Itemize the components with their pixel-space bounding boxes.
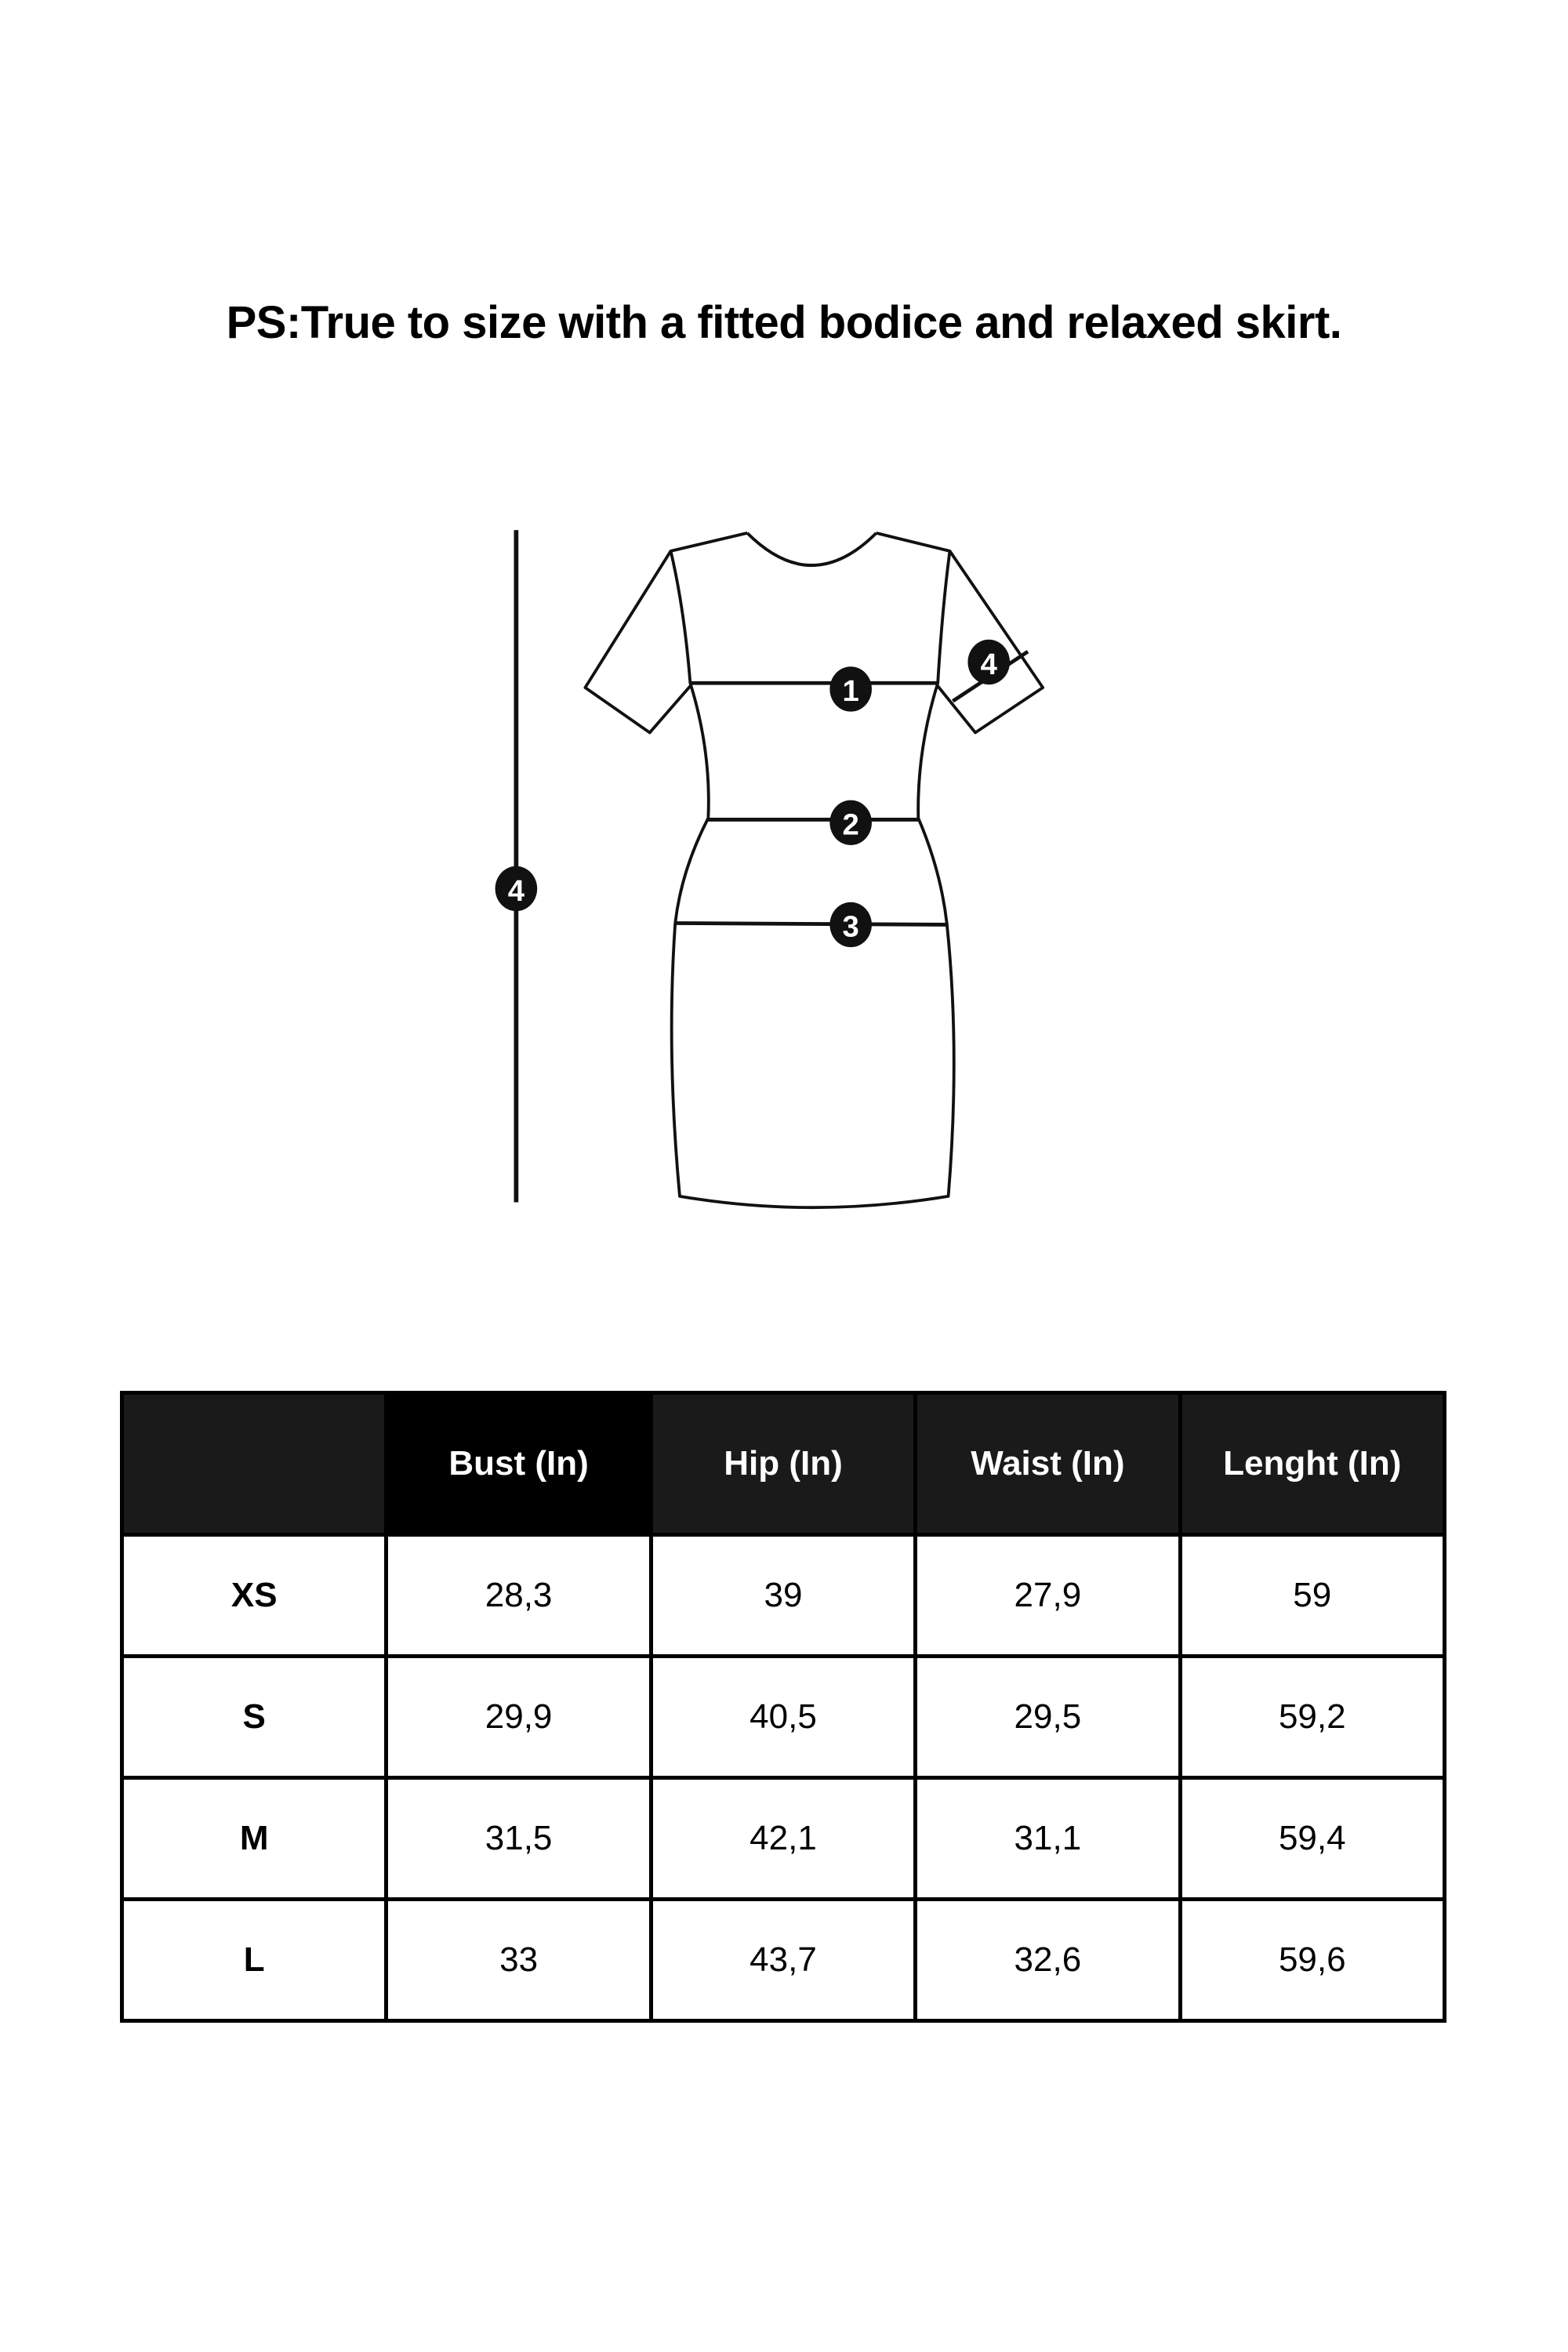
marker-bust: 1 — [829, 666, 872, 712]
svg-text:3: 3 — [843, 910, 859, 944]
size-cell: M — [119, 1776, 389, 1901]
table-row: L 33 43,7 32,6 59,6 — [119, 1897, 1447, 2023]
table-row: S 29,9 40,5 29,5 59,2 — [119, 1654, 1447, 1780]
dress-outline — [583, 532, 1045, 1210]
waist-cell: 31,1 — [913, 1776, 1182, 1901]
marker-length: 4 — [495, 866, 538, 912]
length-cell: 59,4 — [1178, 1776, 1447, 1901]
hip-cell: 42,1 — [648, 1776, 918, 1901]
marker-sleeve: 4 — [967, 639, 1011, 685]
bust-cell: 29,9 — [384, 1654, 653, 1780]
length-cell: 59,2 — [1178, 1654, 1447, 1780]
table-row: M 31,5 42,1 31,1 59,4 — [119, 1776, 1447, 1901]
waist-cell: 32,6 — [913, 1897, 1182, 2023]
table-row: XS 28,3 39 27,9 59 — [119, 1533, 1447, 1658]
bust-cell: 33 — [384, 1897, 653, 2023]
hip-line — [675, 921, 949, 927]
marker-hip: 3 — [829, 902, 872, 948]
size-chart-table: Bust (In) Hip (In) Waist (In) Lenght (In… — [119, 1391, 1447, 2023]
svg-text:1: 1 — [843, 674, 859, 708]
size-cell: L — [119, 1897, 389, 2023]
waist-cell: 27,9 — [913, 1533, 1182, 1658]
measurement-lines — [514, 530, 1029, 1203]
header-length: Lenght (In) — [1178, 1391, 1447, 1537]
header-waist: Waist (In) — [913, 1391, 1182, 1537]
length-cell: 59,6 — [1178, 1897, 1447, 2023]
header-hip: Hip (In) — [648, 1391, 918, 1537]
hip-cell: 40,5 — [648, 1654, 918, 1780]
size-cell: S — [119, 1654, 389, 1780]
marker-waist: 2 — [829, 800, 872, 845]
hip-cell: 43,7 — [648, 1897, 918, 2023]
svg-text:4: 4 — [508, 874, 525, 908]
fit-note: PS:True to size with a fitted bodice and… — [226, 297, 1342, 348]
size-cell: XS — [119, 1533, 389, 1658]
hip-cell: 39 — [648, 1533, 918, 1658]
bust-cell: 28,3 — [384, 1533, 653, 1658]
svg-text:4: 4 — [981, 648, 998, 681]
header-bust: Bust (In) — [384, 1391, 653, 1537]
svg-text:2: 2 — [843, 808, 859, 842]
header-size — [119, 1391, 389, 1537]
table-header-row: Bust (In) Hip (In) Waist (In) Lenght (In… — [119, 1391, 1447, 1537]
length-cell: 59 — [1178, 1533, 1447, 1658]
bust-cell: 31,5 — [384, 1776, 653, 1901]
waist-cell: 29,5 — [913, 1654, 1182, 1780]
